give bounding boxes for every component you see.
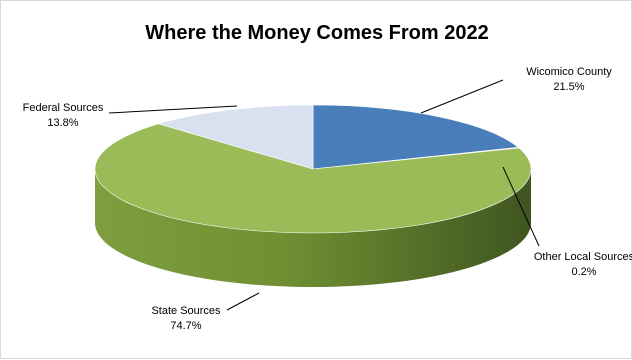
- slice-wicomico-county: [312, 104, 519, 170]
- slice-value-state-sources: 74.7%: [170, 320, 201, 332]
- slice-value-federal-sources: 13.8%: [47, 117, 78, 129]
- pie-sides: [95, 169, 531, 287]
- slice-label-wicomico-county: Wicomico County: [526, 66, 612, 78]
- leader-line-wicomico-county: [420, 79, 504, 114]
- leader-line-federal-sources: [108, 105, 238, 114]
- slice-side-state-sources: [95, 169, 531, 287]
- slice-labels: Wicomico County 21.5% Other Local Sources 0…: [23, 66, 632, 332]
- slice-label-other-local-sources: Other Local Sources: [534, 251, 632, 263]
- chart-title: Where the Money Comes From 2022: [145, 22, 488, 44]
- leader-line-other-local-sources: [502, 166, 540, 247]
- slice-value-wicomico-county: 21.5%: [553, 81, 584, 93]
- slice-label-state-sources: State Sources: [151, 305, 221, 317]
- slice-federal-sources: [157, 104, 314, 170]
- slice-value-other-local-sources: 0.2%: [571, 266, 596, 278]
- leader-line-state-sources: [226, 292, 260, 311]
- pie-tops: [94, 104, 532, 234]
- slice-label-federal-sources: Federal Sources: [23, 102, 104, 114]
- slice-state-sources: [94, 123, 532, 234]
